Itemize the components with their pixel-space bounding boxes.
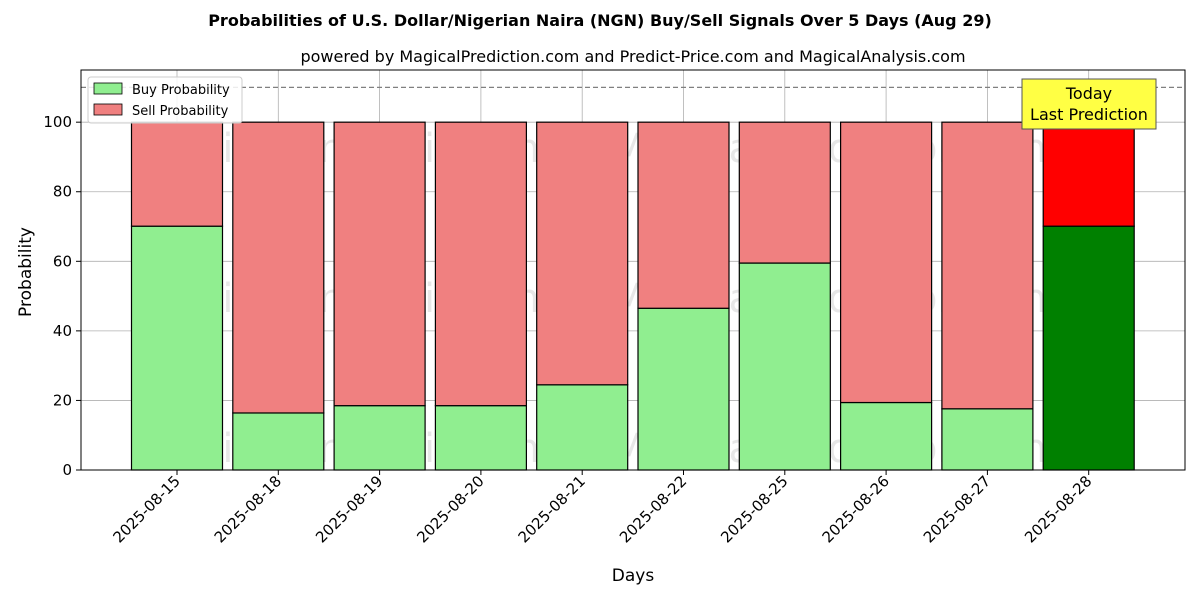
annotation-box — [1021, 78, 1157, 130]
y-tick-label: 20 — [53, 391, 72, 409]
buy-bar — [232, 412, 325, 471]
legend-buy-swatch — [93, 82, 123, 95]
sell-bar — [941, 121, 1034, 410]
y-tick-label: 0 — [62, 461, 72, 479]
legend-sell-label: Sell Probability — [132, 104, 229, 119]
y-tick-label: 100 — [43, 113, 72, 131]
sell-bar — [637, 121, 730, 309]
x-tick-label: 2025-08-27 — [920, 472, 994, 546]
y-axis-label: Probability — [16, 227, 36, 317]
sell-bar — [839, 121, 933, 404]
plot-frame — [80, 69, 1186, 471]
today-annotation: Today Last Prediction — [1021, 78, 1157, 130]
sell-bar — [434, 121, 527, 407]
sell-bar — [738, 121, 831, 264]
annotation-line1: Today — [1065, 84, 1112, 103]
legend-buy-label: Buy Probability — [132, 83, 230, 98]
x-axis-label: Days — [612, 566, 655, 586]
buy-bar — [941, 408, 1034, 471]
buy-bar — [434, 405, 527, 471]
sell-bar — [232, 121, 325, 414]
buy-bar — [536, 384, 629, 471]
x-tick-label: 2025-08-28 — [1021, 472, 1095, 546]
sell-bar — [333, 121, 426, 407]
x-tick-label: 2025-08-19 — [312, 472, 386, 546]
legend: Buy Probability Sell Probability — [87, 76, 243, 124]
x-axis: 2025-08-15 2025-08-18 2025-08-19 2025-08-20… — [109, 470, 1096, 546]
chart-subtitle: powered by MagicalPrediction.com and Pre… — [300, 47, 965, 66]
y-tick-label: 60 — [53, 252, 72, 270]
sell-bar — [1042, 121, 1135, 227]
buy-bar — [130, 225, 224, 471]
y-tick-label: 80 — [53, 183, 72, 201]
x-tick-label: 2025-08-26 — [819, 472, 893, 546]
buy-bar — [333, 405, 426, 471]
buy-bar — [839, 401, 933, 471]
buy-bar — [637, 307, 730, 471]
x-tick-label: 2025-08-25 — [717, 472, 791, 546]
x-tick-label: 2025-08-20 — [413, 472, 487, 546]
sell-bar — [536, 121, 629, 386]
annotation-line2: Last Prediction — [1030, 105, 1148, 124]
x-tick-label: 2025-08-22 — [616, 472, 690, 546]
y-axis: 0 20 40 60 80 100 — [43, 113, 81, 479]
legend-frame — [87, 76, 243, 124]
buy-bar — [738, 262, 831, 471]
buy-bar — [1042, 225, 1135, 471]
x-tick-label: 2025-08-15 — [109, 472, 183, 546]
y-tick-label: 40 — [53, 322, 72, 340]
x-tick-label: 2025-08-18 — [211, 472, 285, 546]
bars — [130, 121, 1135, 471]
sell-bar — [130, 121, 224, 227]
legend-sell-swatch — [93, 103, 123, 116]
chart-title: Probabilities of U.S. Dollar/Nigerian Na… — [208, 11, 992, 30]
x-tick-label: 2025-08-21 — [515, 472, 589, 546]
